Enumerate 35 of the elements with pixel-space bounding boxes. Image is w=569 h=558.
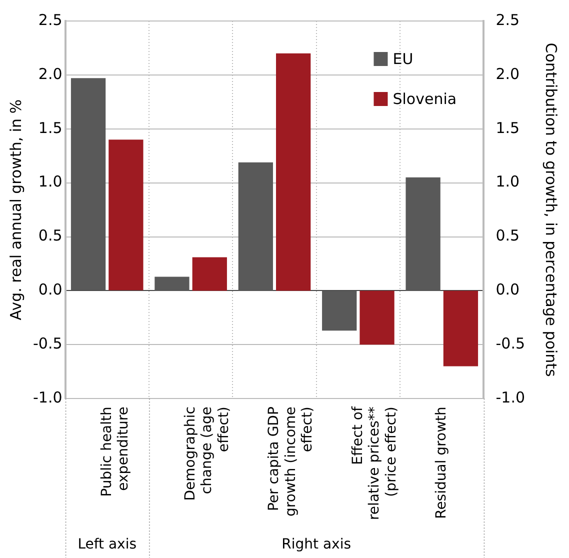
y2-tick-label: 2.0: [496, 64, 520, 83]
bar: [192, 257, 227, 291]
bar: [406, 177, 440, 291]
y-tick-label: 1.0: [38, 172, 62, 191]
y-tick-label: 2.0: [38, 64, 62, 83]
y2-tick-label: 1.5: [496, 118, 520, 137]
y-axis-title: Avg. real annual growth, in %: [6, 99, 25, 320]
bar: [276, 53, 311, 291]
bar: [154, 276, 190, 291]
x-tick-label: Effect of relative prices** (price effect): [350, 406, 400, 520]
bar: [238, 162, 273, 291]
y2-axis-title: Contribution to growth, in percentage points: [542, 42, 560, 378]
text: Left axis: [78, 536, 137, 553]
bar: [443, 290, 478, 366]
y2-tick-label: 1.0: [496, 172, 520, 191]
x-tick-label: Residual growth: [434, 406, 450, 519]
y-tick-label: 2.5: [38, 10, 62, 29]
legend-label: EU: [392, 50, 414, 68]
y2-tick-label: 2.5: [496, 10, 520, 29]
legend-label: Slovenia: [392, 90, 457, 108]
y-tick-label: -0.5: [32, 334, 62, 353]
y-tick-label: 0.5: [38, 226, 62, 245]
y-tick-label: 0.0: [38, 280, 62, 299]
y2-tick-label: 0.0: [496, 280, 520, 299]
bar: [360, 290, 394, 345]
x-tick-label: Per capita GDP growth (income effect): [266, 406, 316, 517]
x-tick-label: Demographic change (age effect): [182, 406, 232, 501]
y2-tick-label: -0.5: [496, 334, 526, 353]
x-tick-label: Public health expenditure: [98, 406, 132, 497]
y2-tick-label: -1.0: [496, 388, 526, 406]
text: Right axis: [282, 536, 352, 553]
bar: [322, 290, 357, 331]
y2-tick-label: 0.5: [496, 226, 520, 245]
y-tick-label: 1.5: [38, 118, 62, 137]
y-tick-label: -1.0: [32, 388, 62, 406]
